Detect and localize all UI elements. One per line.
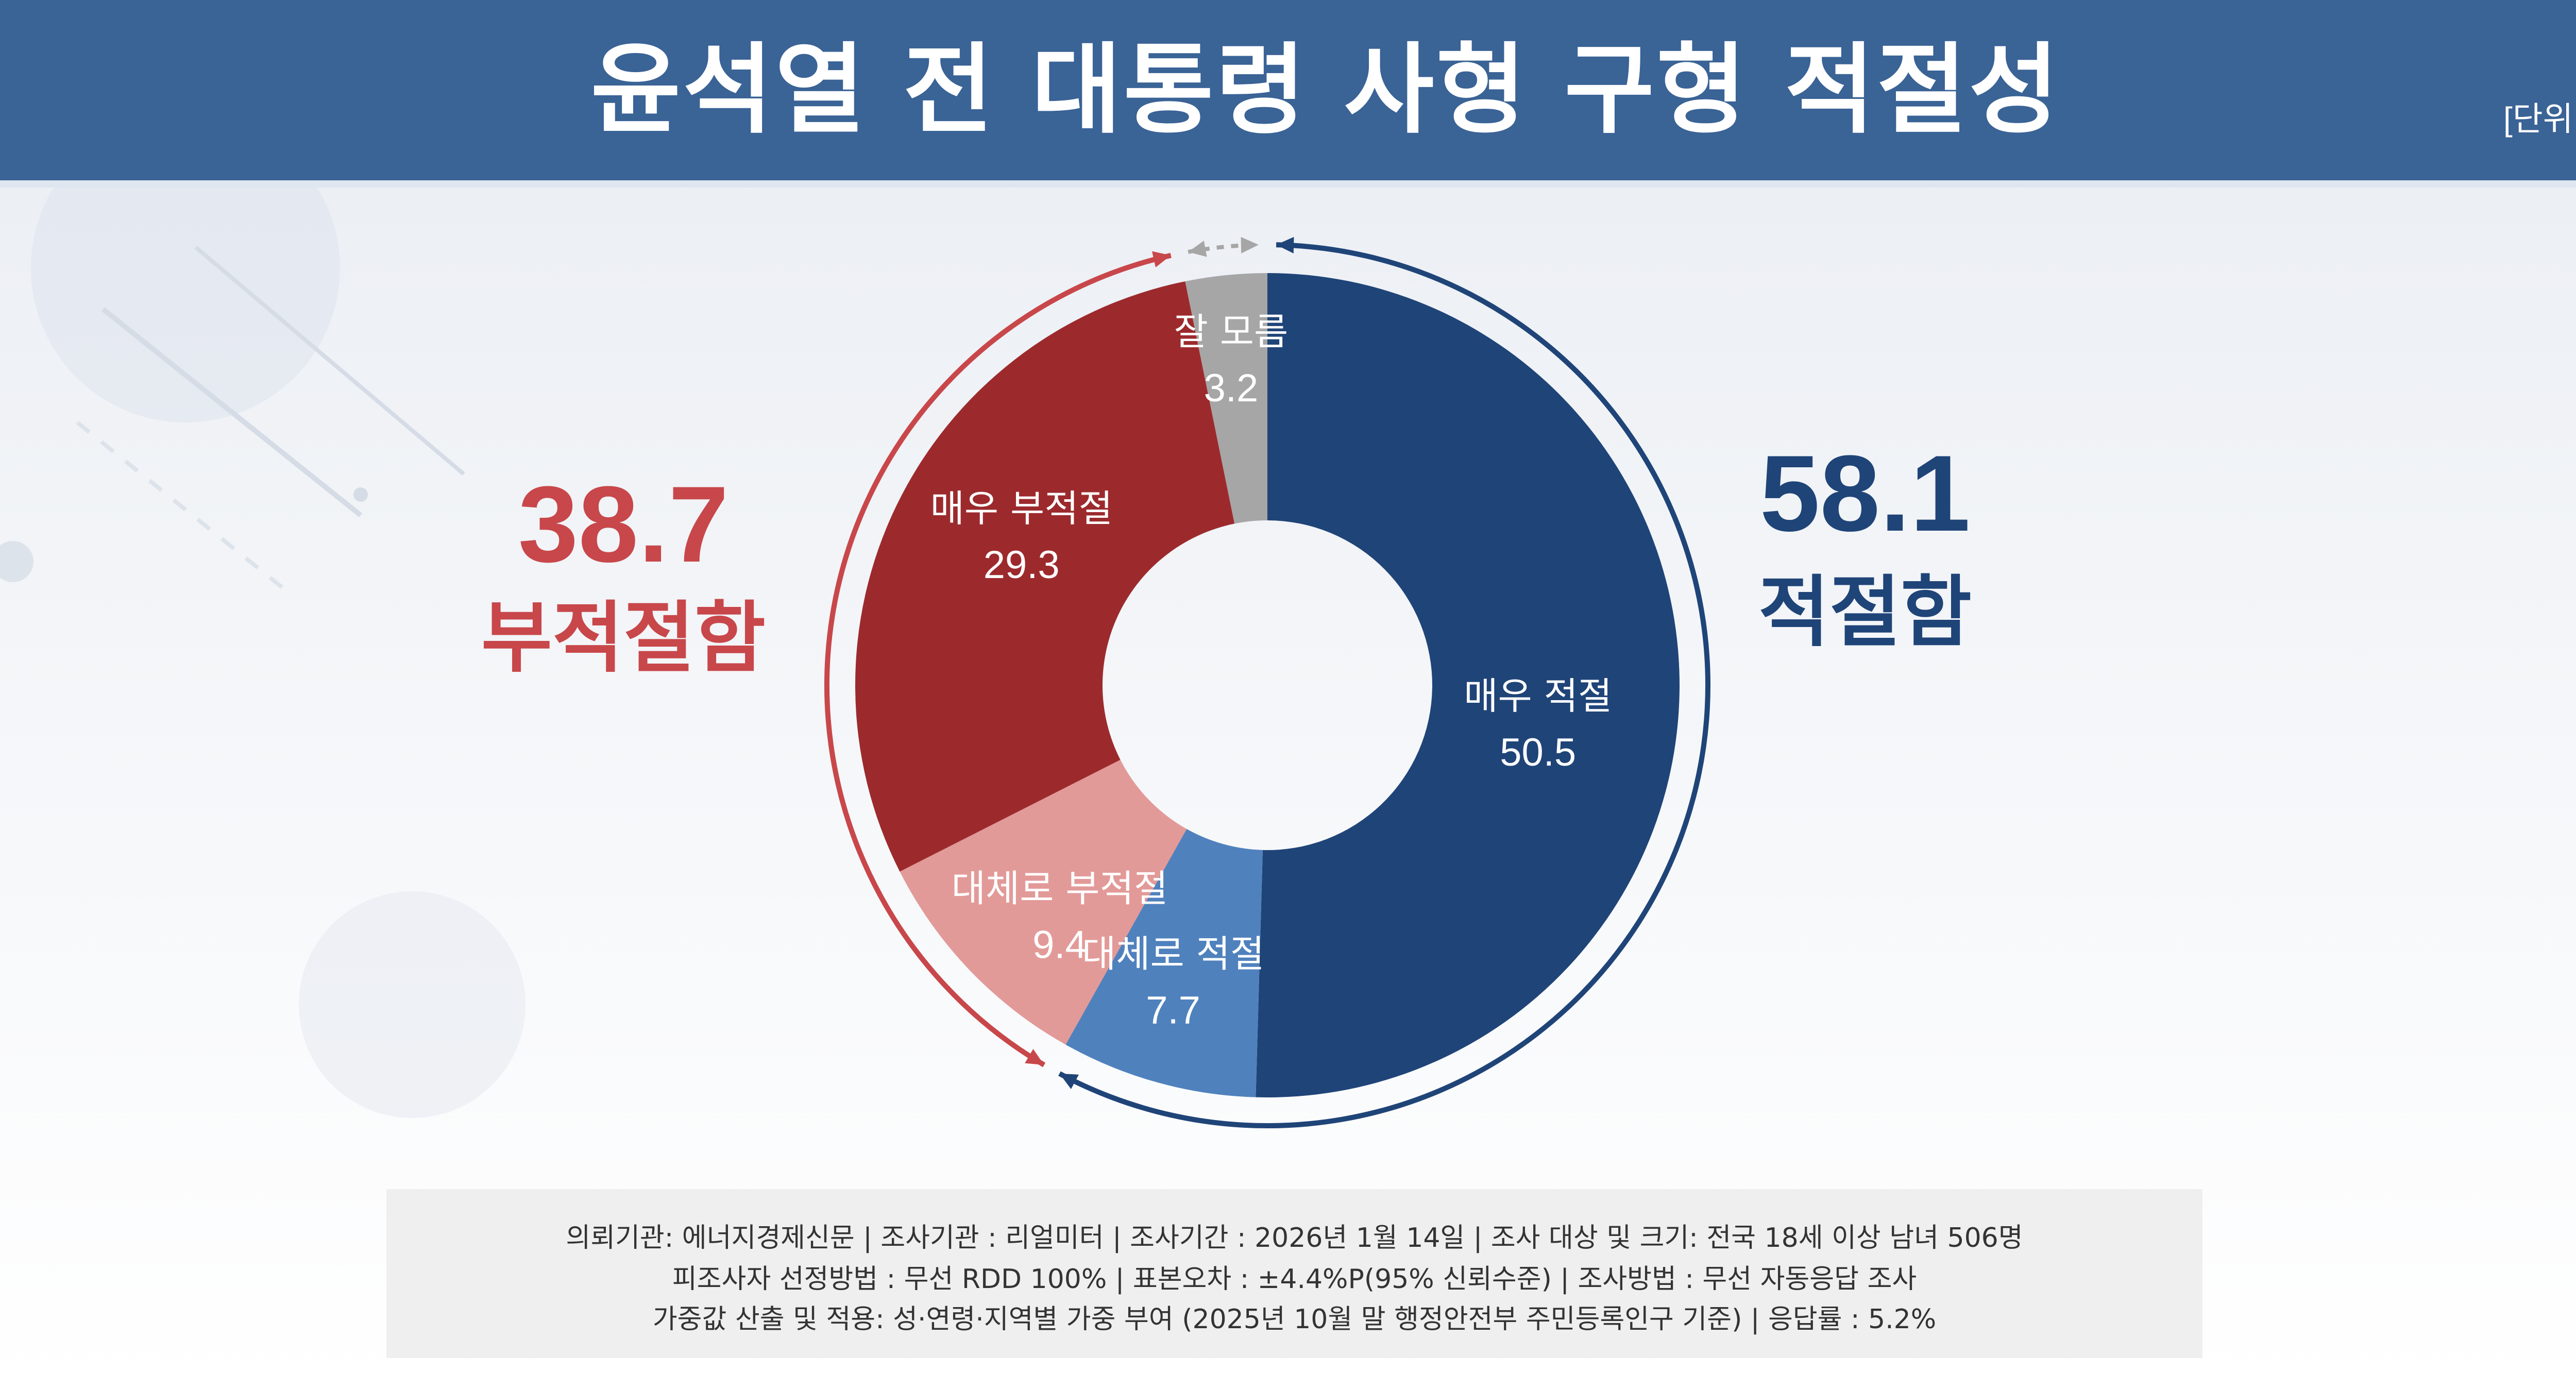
slice-labels: 매우 적절 50.5 대체로 적절 7.7 대체로 부적절 9.4 매우 부적절 29.3 잘 … bbox=[930, 310, 1613, 1032]
group-total-value: 38.7 bbox=[518, 464, 729, 585]
slice-label: 매우 적절 bbox=[1464, 674, 1612, 718]
slice-label: 대체로 부적절 bbox=[952, 867, 1168, 910]
survey-note-line: 피조사자 선정방법 : 무선 RDD 100% | 표본오차 : ±4.4%P(… bbox=[672, 1264, 1917, 1295]
group-arc bbox=[1058, 242, 1710, 1128]
survey-notes: 의뢰기관: 에너지경제신문 | 조사기관 : 리얼미터 | 조사기간 : 202… bbox=[386, 1189, 2202, 1358]
chart-title: 윤석열 전 대통령 사형 구형 적절성 bbox=[590, 33, 2061, 147]
slice-label: 매우 부적절 bbox=[930, 487, 1113, 530]
arrowhead bbox=[1025, 1048, 1044, 1065]
arrowhead bbox=[1241, 236, 1259, 253]
slice-label: 대체로 적절 bbox=[1082, 932, 1264, 975]
group-labels: 58.1 적절함 38.7 부적절함 bbox=[481, 433, 1972, 683]
group-arcs bbox=[824, 236, 1710, 1128]
donut-slice bbox=[1185, 273, 1267, 524]
group-total-label: 적절함 bbox=[1758, 568, 1972, 657]
donut-slice bbox=[900, 759, 1187, 1045]
group-total-value: 58.1 bbox=[1760, 433, 1971, 554]
unit-label: [단위 %] bbox=[2503, 100, 2576, 138]
survey-note-line: 가중값 산출 및 적용: 성·연령·지역별 가중 부여 (2025년 10월 말… bbox=[652, 1304, 1937, 1335]
donut-slices bbox=[855, 273, 1680, 1097]
donut-slice bbox=[1065, 829, 1263, 1097]
slice-value: 9.4 bbox=[1032, 923, 1087, 967]
group-arc bbox=[824, 252, 1172, 1068]
arrowhead bbox=[1276, 236, 1294, 253]
slice-value: 29.3 bbox=[984, 543, 1060, 587]
slice-value: 7.7 bbox=[1146, 988, 1200, 1032]
donut-slice bbox=[855, 281, 1235, 872]
slice-value: 3.2 bbox=[1204, 366, 1259, 410]
title-bar bbox=[0, 0, 2576, 188]
arrowhead bbox=[1188, 241, 1207, 257]
group-total-label: 부적절함 bbox=[481, 594, 766, 683]
survey-note-line: 의뢰기관: 에너지경제신문 | 조사기관 : 리얼미터 | 조사기간 : 202… bbox=[566, 1223, 2023, 1254]
slice-label: 잘 모름 bbox=[1174, 310, 1289, 353]
arrowhead bbox=[1152, 251, 1171, 267]
slice-value: 50.5 bbox=[1500, 731, 1576, 774]
arrowhead bbox=[1059, 1073, 1079, 1089]
donut-slice bbox=[1256, 273, 1680, 1097]
